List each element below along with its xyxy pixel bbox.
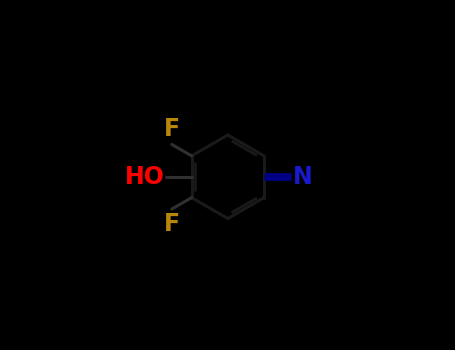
Text: F: F [164, 212, 180, 236]
Text: HO: HO [125, 165, 165, 189]
Text: F: F [164, 117, 180, 141]
Text: N: N [293, 165, 313, 189]
